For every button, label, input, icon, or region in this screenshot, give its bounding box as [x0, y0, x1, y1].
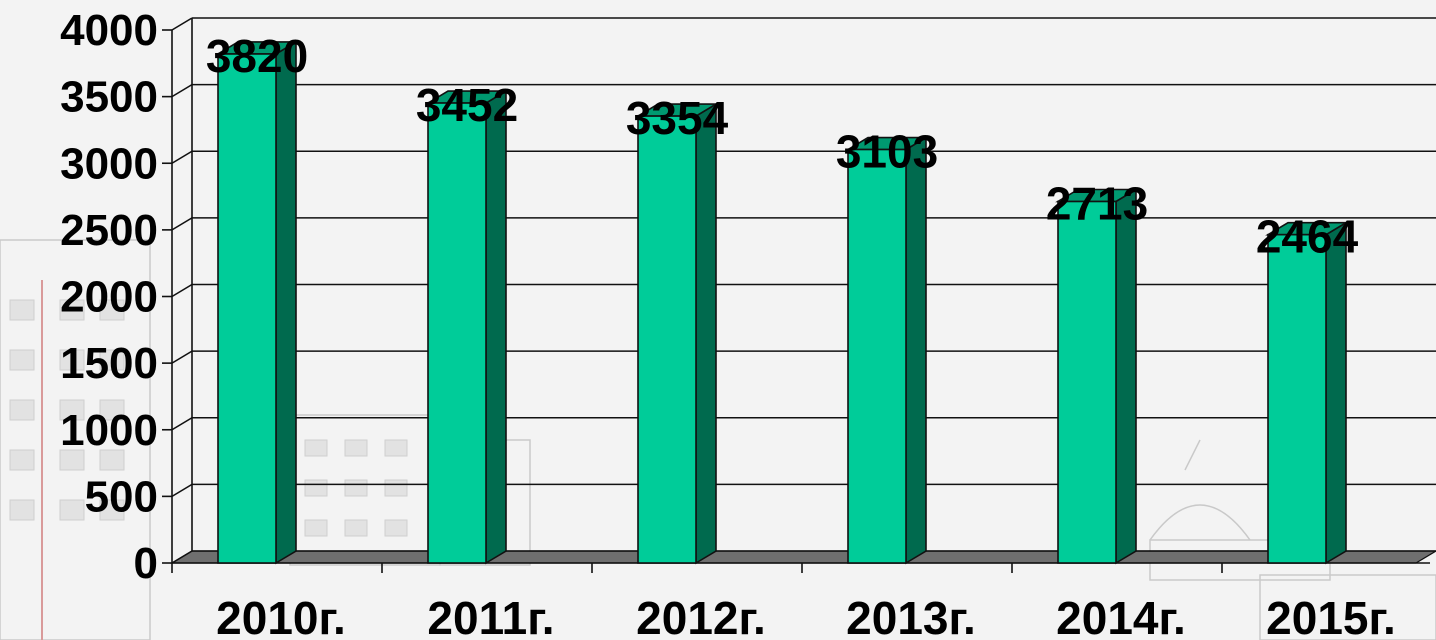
gridline-side	[171, 417, 193, 431]
bar-side-face	[695, 102, 717, 565]
y-tick-label: 1500	[60, 339, 158, 388]
bar	[217, 53, 277, 564]
x-tick-label: 2012г.	[636, 592, 766, 640]
gridline-side	[171, 350, 193, 364]
gridline-side	[171, 17, 193, 31]
bar-side-face	[905, 136, 927, 565]
y-tick-label: 2500	[60, 206, 158, 255]
x-tick-label: 2011г.	[427, 592, 554, 640]
data-label: 3820	[206, 30, 308, 82]
bar	[1057, 200, 1117, 564]
data-label: 3354	[626, 92, 729, 144]
y-tick-label: 1000	[60, 406, 158, 455]
chart-floor	[169, 550, 1436, 564]
data-label: 2713	[1046, 177, 1148, 229]
x-tick-label: 2014г.	[1056, 592, 1186, 640]
gridline-side	[171, 283, 193, 298]
labels-group: 0 500 1000 1500 2000 2500 3000 3500 4000 3820 2010…	[60, 6, 1396, 640]
bars-group	[215, 40, 1349, 565]
data-label: 3103	[836, 126, 938, 178]
bar-side-face	[1325, 221, 1347, 565]
x-tick-label: 2010г.	[216, 592, 346, 640]
gridline-side	[171, 83, 193, 98]
gridline-side	[171, 550, 193, 564]
bar-side-face	[275, 40, 297, 565]
x-tick-label: 2015г.	[1266, 592, 1396, 640]
x-tick-label: 2013г.	[846, 592, 976, 640]
bar	[637, 115, 697, 564]
gridline-side	[171, 217, 193, 231]
y-tick-label: 3500	[60, 73, 158, 122]
y-tick-label: 3000	[60, 139, 158, 188]
gridline-side	[171, 150, 193, 164]
background-building-image	[0, 239, 1436, 640]
gridline-side	[171, 483, 193, 498]
data-label: 3452	[416, 79, 518, 131]
y-tick-label: 2000	[60, 273, 158, 322]
bar	[1267, 233, 1327, 564]
y-tick-label: 4000	[60, 6, 158, 55]
bar	[427, 102, 487, 564]
y-tick-label: 500	[85, 472, 158, 521]
y-tick-label: 0	[134, 539, 158, 588]
bar	[847, 148, 907, 564]
bar-side-face	[1115, 188, 1137, 565]
bar-side-face	[485, 89, 507, 565]
data-label: 2464	[1256, 211, 1359, 263]
